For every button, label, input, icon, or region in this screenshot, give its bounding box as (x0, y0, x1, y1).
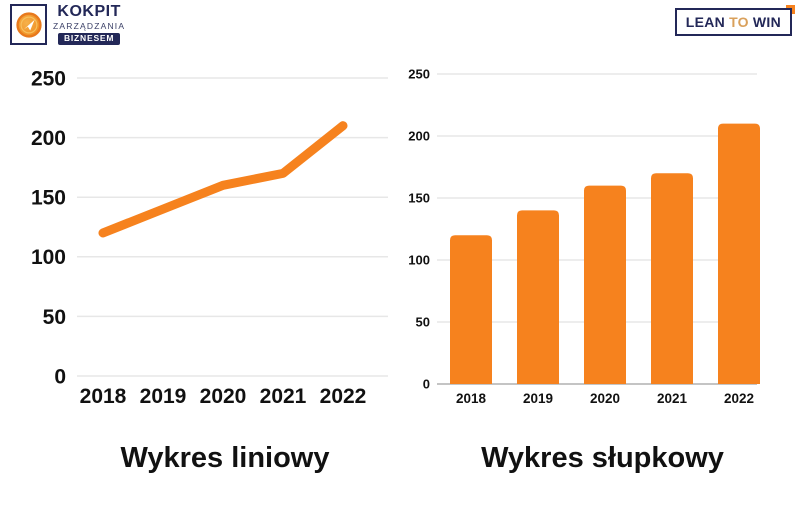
bar (450, 235, 492, 384)
x-tick-label: 2018 (80, 385, 127, 408)
line-chart: 0 50 100 150 200 250 2018 2019 2020 2021 2022 (0, 55, 400, 415)
y-tick-label: 50 (43, 306, 66, 329)
paper-plane-compass-icon (15, 11, 42, 38)
y-tick-label: 0 (54, 365, 66, 388)
bar-chart-title: Wykres słupkowy (481, 442, 724, 474)
x-tick-label: 2020 (200, 385, 247, 408)
bar-chart-canvas: 0 50 100 150 200 250 2018 2019 2020 2021 2022 (408, 67, 760, 406)
y-tick-label: 100 (31, 246, 66, 269)
x-tick-label: 2018 (456, 391, 487, 406)
y-tick-label: 250 (408, 67, 430, 82)
x-tick-label: 2022 (724, 391, 754, 406)
kokpit-logo-frame (10, 4, 47, 45)
line-chart-title: Wykres liniowy (120, 442, 330, 474)
lean-logo-word-to: TO (729, 14, 749, 30)
kokpit-logo-title: KOKPIT (57, 3, 121, 21)
line-chart-canvas: 0 50 100 150 200 250 2018 2019 2020 2021 2022 (31, 67, 388, 408)
y-tick-label: 100 (408, 253, 430, 268)
kokpit-logo: KOKPIT ZARZĄDZANIA BIZNESEM (10, 3, 126, 45)
x-tick-label: 2020 (590, 391, 620, 406)
y-tick-label: 50 (416, 315, 430, 330)
bar (651, 173, 693, 384)
y-tick-label: 150 (31, 187, 66, 210)
lean-logo-corner-mark (786, 5, 795, 14)
x-tick-label: 2021 (657, 391, 688, 406)
kokpit-logo-badge: BIZNESEM (57, 32, 121, 45)
bar (584, 185, 626, 384)
y-tick-label: 200 (408, 129, 430, 144)
lean-to-win-logo: LEAN TO WIN (674, 5, 795, 36)
line-series (98, 121, 348, 238)
x-tick-label: 2021 (260, 385, 307, 408)
x-tick-label: 2022 (320, 385, 367, 408)
bar (517, 210, 559, 384)
lean-logo-word-lean: LEAN (685, 14, 726, 30)
bar (718, 123, 760, 384)
bar-chart: 0 50 100 150 200 250 2018 2019 2020 2021 2022 (400, 55, 790, 415)
kokpit-logo-subtitle: ZARZĄDZANIA (53, 20, 126, 31)
x-tick-label: 2019 (523, 391, 553, 406)
y-tick-label: 150 (408, 191, 430, 206)
lean-logo-word-win: WIN (752, 14, 781, 30)
y-tick-label: 200 (31, 127, 66, 150)
y-tick-label: 250 (31, 67, 66, 90)
y-tick-label: 0 (423, 377, 430, 392)
x-tick-label: 2019 (140, 385, 187, 408)
